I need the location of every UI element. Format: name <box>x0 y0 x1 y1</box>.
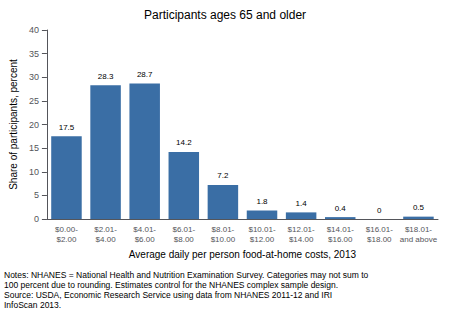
svg-text:Source: USDA, Economic Researc: Source: USDA, Economic Research Service … <box>4 290 332 300</box>
svg-text:$2.01-: $2.01- <box>94 225 117 234</box>
svg-text:100 percent due to rounding. E: 100 percent due to rounding. Estimates c… <box>4 280 338 290</box>
svg-text:28.7: 28.7 <box>137 70 153 79</box>
svg-text:$14.00: $14.00 <box>289 235 314 244</box>
svg-text:Notes: NHANES = National Healt: Notes: NHANES = National Health and Nutr… <box>4 270 369 280</box>
svg-text:$18.01-: $18.01- <box>405 225 432 234</box>
svg-text:$2.00: $2.00 <box>56 235 77 244</box>
svg-text:17.5: 17.5 <box>59 123 75 132</box>
svg-text:Participants ages 65 and older: Participants ages 65 and older <box>144 8 306 22</box>
svg-text:35: 35 <box>29 49 39 59</box>
svg-text:$6.00: $6.00 <box>135 235 156 244</box>
svg-text:$8.01-: $8.01- <box>212 225 235 234</box>
svg-text:$10.01-: $10.01- <box>248 225 275 234</box>
svg-text:InfoScan 2013.: InfoScan 2013. <box>4 300 61 310</box>
svg-text:$8.00: $8.00 <box>174 235 195 244</box>
svg-text:25: 25 <box>29 96 39 106</box>
svg-text:$16.00: $16.00 <box>328 235 353 244</box>
svg-text:$16.01-: $16.01- <box>366 225 393 234</box>
svg-text:1.4: 1.4 <box>296 199 308 208</box>
svg-text:28.3: 28.3 <box>98 72 114 81</box>
svg-text:$0.00-: $0.00- <box>55 225 78 234</box>
svg-text:20: 20 <box>29 120 39 130</box>
svg-text:10: 10 <box>29 167 39 177</box>
svg-text:$14.01-: $14.01- <box>327 225 354 234</box>
svg-text:0.4: 0.4 <box>335 204 347 213</box>
svg-text:0.5: 0.5 <box>413 203 425 212</box>
svg-text:$12.01-: $12.01- <box>288 225 315 234</box>
svg-text:0: 0 <box>377 206 382 215</box>
svg-text:and above: and above <box>400 235 438 244</box>
svg-text:14.2: 14.2 <box>176 138 192 147</box>
svg-text:15: 15 <box>29 143 39 153</box>
svg-text:7.2: 7.2 <box>217 171 229 180</box>
svg-text:Average daily per person food-: Average daily per person food-at-home co… <box>129 249 357 260</box>
svg-text:$10.00: $10.00 <box>211 235 236 244</box>
svg-text:Share of participants, percent: Share of participants, percent <box>8 59 19 190</box>
svg-text:0: 0 <box>34 214 39 224</box>
svg-text:$18.00: $18.00 <box>367 235 392 244</box>
svg-text:30: 30 <box>29 72 39 82</box>
svg-text:$6.01-: $6.01- <box>172 225 195 234</box>
svg-text:40: 40 <box>29 25 39 35</box>
svg-text:$4.00: $4.00 <box>96 235 117 244</box>
svg-text:1.8: 1.8 <box>256 197 268 206</box>
svg-text:$12.00: $12.00 <box>250 235 275 244</box>
svg-text:5: 5 <box>34 190 39 200</box>
svg-text:$4.01-: $4.01- <box>133 225 156 234</box>
